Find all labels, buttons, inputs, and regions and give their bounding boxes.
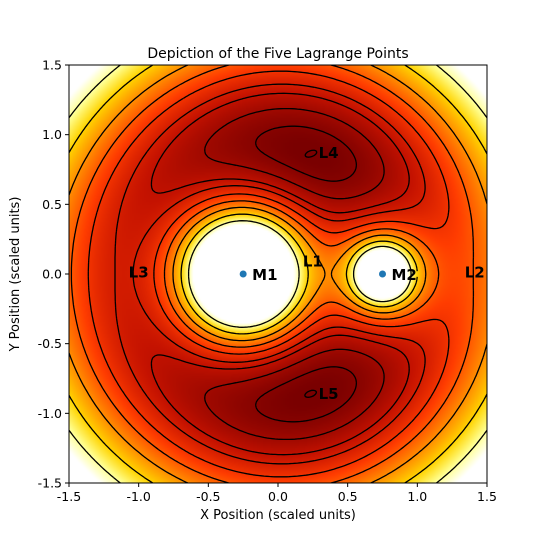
y-tick-label: -1.0 — [38, 406, 62, 421]
y-tick-label: 1.0 — [42, 127, 62, 142]
x-axis-ticks: -1.5 -1.0 -0.5 0.0 0.5 1.0 1.5 — [57, 483, 497, 504]
x-tick-label: 0.0 — [268, 489, 288, 504]
contour-line — [69, 65, 487, 483]
y-tick-label: 0.5 — [42, 197, 62, 212]
contour-line — [69, 65, 487, 483]
contour-line — [69, 65, 487, 483]
body-label: M2 — [392, 266, 417, 284]
x-tick-label: 1.0 — [407, 489, 427, 504]
contour-line — [254, 125, 358, 423]
contour-line — [304, 149, 318, 158]
contour-line — [87, 70, 450, 478]
body-label: M1 — [252, 266, 277, 284]
chart-title: Depiction of the Five Lagrange Points — [147, 46, 408, 62]
lagrange-point-label: L2 — [465, 264, 485, 282]
plot-area: M1 M2 L1 L2 L3 L4 L5 — [69, 65, 487, 483]
contour-line — [204, 107, 385, 441]
contour-lines — [69, 65, 487, 483]
y-tick-label: 0.0 — [42, 267, 62, 282]
contour-line — [304, 389, 318, 398]
contour-line — [114, 83, 426, 465]
x-tick-label: 0.5 — [338, 489, 358, 504]
lagrange-points: L1 L2 L3 L4 L5 — [129, 144, 485, 403]
y-tick-label: 1.5 — [42, 58, 62, 73]
body-marker — [379, 270, 386, 278]
contour-line — [150, 92, 410, 456]
y-axis-ticks: 1.5 1.0 0.5 0.0 -0.5 -1.0 -1.5 — [38, 58, 69, 491]
x-axis-label: X Position (scaled units) — [200, 508, 356, 523]
x-tick-label: 1.5 — [477, 489, 497, 504]
bodies: M1 M2 — [239, 266, 417, 284]
y-axis-label: Y Position (scaled units) — [8, 197, 23, 353]
contour-line — [70, 65, 475, 483]
y-tick-label: -0.5 — [38, 336, 62, 351]
lagrange-point-label: L3 — [129, 264, 149, 282]
lagrange-point-label: L1 — [303, 252, 323, 270]
x-tick-label: -1.5 — [57, 489, 81, 504]
x-tick-label: -0.5 — [196, 489, 220, 504]
body-marker — [239, 270, 247, 278]
lagrange-point-label: L5 — [319, 385, 339, 403]
x-tick-label: -1.0 — [126, 489, 150, 504]
y-tick-label: -1.5 — [38, 476, 62, 491]
lagrange-point-label: L4 — [319, 144, 339, 162]
